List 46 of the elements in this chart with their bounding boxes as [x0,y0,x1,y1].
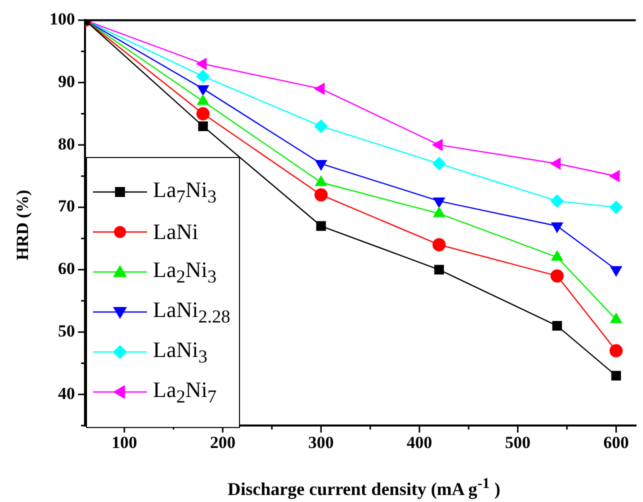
y-axis-title: HRD (%) [13,188,33,262]
point [196,70,210,83]
y-tick-label: 40 [58,384,75,403]
x-axis-title: Discharge current density (mA g$^{-1}$ ) [226,476,502,500]
point [610,200,623,214]
point [610,170,620,182]
point [610,344,623,358]
point [316,221,326,231]
point [314,83,325,95]
x-tick-label: 100 [112,433,138,452]
y-tick-label: 100 [50,10,75,29]
point [610,266,622,276]
point [611,370,621,381]
point [551,222,563,233]
point [550,158,561,170]
point [552,320,562,331]
point [432,139,443,151]
x-tick-label: 400 [406,433,432,452]
x-tick-label: 200 [210,433,236,452]
point [198,121,208,132]
point [432,238,446,252]
y-tick-label: 60 [58,259,75,278]
y-tick-label: 70 [58,196,75,216]
point [196,58,207,70]
x-tick-label: 300 [308,433,334,452]
point [550,269,564,283]
legend-label: LaNi$_{2.28}$ [153,296,230,328]
point [314,120,328,133]
point [197,85,209,96]
x-tick-label: 600 [603,433,629,452]
legend-label: La$_{2}$Ni$_{7}$ [153,376,217,408]
point [196,107,210,120]
legend-label: LaNi [153,219,198,245]
y-tick-label: 50 [58,321,75,340]
y-tick-label: 90 [58,72,75,91]
point [434,264,444,275]
point [315,160,327,170]
legend-label: La$_{7}$Ni$_{3}$ [153,176,217,208]
y-tick-label: 80 [58,134,75,154]
point [550,194,564,208]
point [433,197,445,208]
point [432,157,446,170]
x-tick-label: 500 [505,433,531,452]
legend-label: La$_{2}$Ni$_{3}$ [153,256,217,288]
point [314,188,328,202]
legend-label: LaNi$_{3}$ [153,336,208,368]
